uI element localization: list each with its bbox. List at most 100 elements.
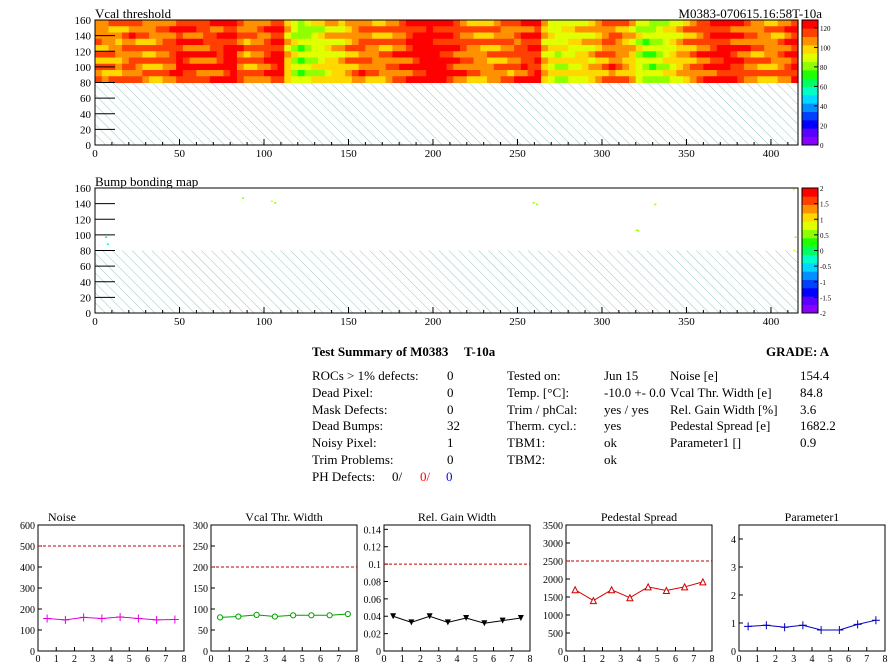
z-palette-swatch	[802, 196, 818, 205]
heatmap-cell	[689, 26, 698, 33]
heatmap-cell	[460, 76, 468, 83]
heatmap-cell	[331, 20, 339, 27]
x-tick-label: 1	[755, 654, 760, 665]
z-palette-swatch	[802, 238, 818, 247]
z-palette-swatch	[802, 20, 818, 29]
heatmap-cell	[149, 70, 157, 77]
heatmap-cell	[318, 57, 326, 65]
heatmap-cell	[432, 63, 441, 71]
heatmap-cell	[446, 51, 454, 58]
heatmap-cell	[291, 32, 299, 40]
heatmap-cell	[128, 76, 137, 83]
heatmap-cell	[270, 32, 279, 40]
heatmap-cell	[230, 32, 238, 40]
heatmap-cell	[662, 51, 671, 58]
heatmap-cell	[460, 32, 468, 40]
heatmap-cell	[351, 63, 360, 71]
heatmap-cell	[365, 20, 373, 27]
heatmap-cell	[750, 57, 759, 65]
heatmap-cell	[689, 63, 698, 71]
heatmap-cell	[270, 57, 279, 65]
x-tick-label: 5	[127, 654, 132, 665]
heatmap-cell	[284, 51, 292, 58]
z-tick-label: 60	[820, 83, 828, 91]
data-point	[481, 620, 488, 627]
heatmap-cell	[122, 20, 130, 27]
heatmap-cell	[541, 70, 549, 77]
heatmap-cell	[378, 26, 387, 33]
heatmap-cell	[122, 38, 130, 46]
mini-plot-5: Parameter1 0 1 2 3 4 5 6 7 8 0 1 2 3 4	[731, 510, 888, 665]
heatmap-cell	[115, 38, 123, 46]
heatmap-cell	[392, 32, 400, 40]
heatmap-cell	[216, 70, 225, 77]
hatched-region	[95, 82, 798, 145]
heatmap-cell	[176, 20, 184, 27]
data-point	[97, 614, 106, 623]
heatmap-cell	[358, 45, 366, 52]
heatmap-cell	[291, 26, 299, 33]
heatmap-cell	[757, 57, 765, 65]
heatmap-cell	[737, 63, 745, 71]
heatmap-cell	[432, 57, 441, 65]
heatmap-cell	[291, 20, 299, 27]
heatmap-cell	[378, 76, 387, 83]
x-tick-label: 150	[340, 148, 357, 160]
heatmap-cell	[750, 45, 759, 52]
heatmap-cell	[135, 45, 143, 52]
heatmap-cell	[223, 45, 231, 52]
heatmap-cell	[392, 70, 400, 77]
heatmap-cell	[791, 32, 799, 40]
heatmap-cell	[730, 63, 738, 71]
y-tick-label: 140	[75, 31, 92, 43]
mini-plot-title: Pedestal Spread	[601, 510, 677, 524]
y-tick-label: 3000	[543, 539, 563, 550]
heatmap-cell	[710, 38, 718, 46]
heatmap-cell	[710, 32, 718, 40]
heatmap-cell	[216, 38, 225, 46]
heatmap-cell	[764, 63, 772, 71]
heatmap-cell	[750, 76, 759, 83]
heatmap-cell	[629, 51, 637, 58]
heatmap-cell	[426, 45, 434, 52]
heatmap-cell	[155, 26, 164, 33]
heatmap-cell	[493, 76, 502, 83]
heatmap-cell	[149, 26, 157, 33]
heatmap-cell	[601, 26, 610, 33]
module-id-label: M0383-070615.16:58T-10a	[678, 6, 822, 21]
heatmap-cell	[791, 45, 799, 52]
data-point	[253, 611, 260, 618]
heatmap-cell	[649, 38, 657, 46]
heatmap-cell	[236, 57, 245, 65]
heatmap-cell	[466, 45, 475, 52]
heatmap-cell	[135, 20, 143, 27]
heatmap-cell	[122, 70, 130, 77]
heatmap-cell	[399, 57, 407, 65]
heatmap-cell	[568, 26, 576, 33]
y-tick-label: 80	[80, 78, 92, 90]
heatmap-cell	[656, 26, 664, 33]
heatmap-cell	[480, 57, 488, 65]
heatmap-cell	[189, 57, 197, 65]
heatmap-cell	[689, 32, 698, 40]
heatmap-cell	[446, 63, 454, 71]
heatmap-cell	[446, 57, 454, 65]
heatmap-cell	[574, 20, 583, 27]
mini-plot-frame	[37, 524, 185, 652]
heatmap-cell	[635, 20, 644, 27]
heatmap-cell	[263, 32, 272, 40]
heatmap-cell	[358, 51, 366, 58]
heatmap-cell	[108, 51, 116, 58]
heatmap-cell	[703, 20, 711, 27]
heatmap-cell	[669, 45, 677, 52]
heatmap-cell	[696, 51, 704, 58]
y-tick-label: 0.04	[364, 612, 382, 623]
heatmap-cell	[507, 51, 515, 58]
heatmap-cell	[203, 70, 211, 77]
heatmap-cell	[311, 26, 319, 33]
heatmap-cell	[399, 63, 407, 71]
x-tick-label: 7	[336, 654, 341, 665]
heatmap-cell	[635, 70, 644, 77]
heatmap-cell	[514, 20, 522, 27]
heatmap-cell	[304, 20, 312, 27]
